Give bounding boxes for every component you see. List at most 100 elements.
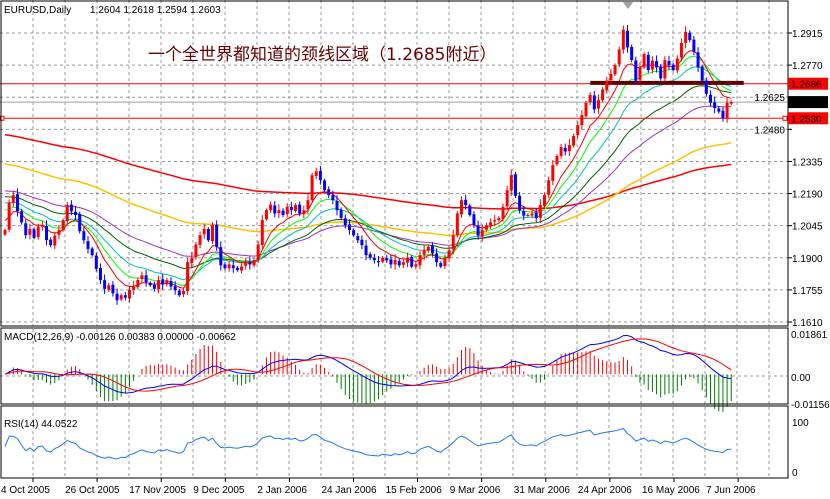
candle-body <box>713 102 717 109</box>
candle-body <box>202 228 206 235</box>
candle-body <box>343 218 347 226</box>
candle-body <box>364 245 368 256</box>
candle-body <box>273 205 277 214</box>
x-tick-label: 26 Oct 2005 <box>65 485 120 496</box>
candle-body <box>136 279 140 288</box>
candle-body <box>401 262 405 265</box>
candle-body <box>306 200 310 210</box>
price-label: 1.2530 <box>791 114 822 125</box>
moving-average-34 <box>4 85 732 270</box>
price-label: 1.2686 <box>791 80 822 91</box>
candle-body <box>642 54 646 68</box>
y-tick-label: 1.1610 <box>792 318 823 329</box>
candle-body <box>418 255 422 266</box>
candle-body <box>430 245 434 254</box>
candle-body <box>526 215 530 217</box>
candle-body <box>331 195 335 201</box>
candle-body <box>572 135 576 146</box>
x-tick-label: 9 Mar 2006 <box>450 485 501 496</box>
candle-body <box>538 205 542 218</box>
candle-body <box>165 280 169 285</box>
candle-body <box>426 246 430 251</box>
candle-body <box>385 258 389 261</box>
ohlc-readout: 1.2604 1.2618 1.2594 1.2603 <box>90 5 221 16</box>
candle-body <box>700 66 704 81</box>
x-tick-label: 24 Jan 2006 <box>322 485 377 496</box>
candle-body <box>186 262 190 291</box>
candle-body <box>493 220 497 222</box>
candle-body <box>414 264 418 267</box>
candle-body <box>161 279 165 285</box>
candle-body <box>655 61 659 68</box>
candle-body <box>190 257 194 264</box>
candle-body <box>638 67 642 80</box>
candle-body <box>132 286 136 290</box>
candle-body <box>451 235 455 250</box>
candle-body <box>260 220 264 245</box>
candle-body <box>443 257 447 267</box>
x-tick-label: 7 Jun 2006 <box>706 485 756 496</box>
candle-body <box>69 204 73 212</box>
candle-body <box>177 290 181 296</box>
candle-body <box>501 206 505 219</box>
candle-body <box>252 260 256 266</box>
candle-body <box>86 241 90 249</box>
candle-body <box>32 229 36 238</box>
candle-body <box>547 180 551 195</box>
candle-body <box>605 80 609 91</box>
rsi-panel <box>4 427 732 460</box>
candle-body <box>688 32 692 41</box>
candle-body <box>235 267 239 271</box>
x-tick-label: 24 Apr 2006 <box>578 485 632 496</box>
candle-body <box>219 247 223 266</box>
candle-body <box>435 253 439 263</box>
rsi-y-tick-label: 100 <box>792 418 809 429</box>
candle-body <box>323 180 327 191</box>
candle-body <box>11 195 15 203</box>
candle-body <box>675 58 679 71</box>
moving-averages <box>4 50 732 289</box>
candle-body <box>157 280 161 290</box>
candle-body <box>601 89 605 101</box>
candle-body <box>227 264 231 269</box>
price-label: 1.2603 <box>791 98 822 109</box>
moving-average-8 <box>4 50 732 289</box>
candle-body <box>298 204 302 214</box>
candle-body <box>617 49 621 65</box>
macd-panel <box>4 334 732 413</box>
y-tick-label: 1.2625 <box>754 93 785 104</box>
candle-body <box>389 259 393 265</box>
candle-body <box>472 214 476 226</box>
candle-body <box>36 226 40 237</box>
neckline-annotation: 一个全世界都知道的颈线区域（1.2685附近） <box>148 45 496 65</box>
candle-body <box>580 115 584 126</box>
candle-body <box>484 225 488 230</box>
candle-body <box>53 235 57 246</box>
y-tick-label: 1.2335 <box>792 157 823 168</box>
candle-body <box>140 275 144 280</box>
candle-body <box>40 225 44 227</box>
candle-body <box>206 228 210 241</box>
candle-body <box>406 257 410 263</box>
macd-y-tick-label: 0.01861 <box>791 330 828 341</box>
shift-marker-icon[interactable] <box>623 2 633 9</box>
candle-body <box>61 220 65 231</box>
candle-body <box>567 145 571 152</box>
candle-body <box>543 195 546 206</box>
candle-body <box>563 147 567 152</box>
symbol-label: EURUSD,Daily <box>4 5 71 16</box>
candle-body <box>464 199 468 206</box>
candle-body <box>314 171 318 177</box>
candle-body <box>613 65 617 75</box>
candle-body <box>339 209 343 218</box>
candle-body <box>231 265 235 269</box>
candle-body <box>82 231 86 241</box>
candle-body <box>381 257 385 262</box>
candle-body <box>294 205 297 212</box>
candle-body <box>455 213 459 236</box>
candle-body <box>119 295 123 300</box>
rsi-title: RSI(14) 44.0522 <box>4 419 78 430</box>
grid <box>0 0 788 478</box>
panel-frames <box>0 0 789 479</box>
